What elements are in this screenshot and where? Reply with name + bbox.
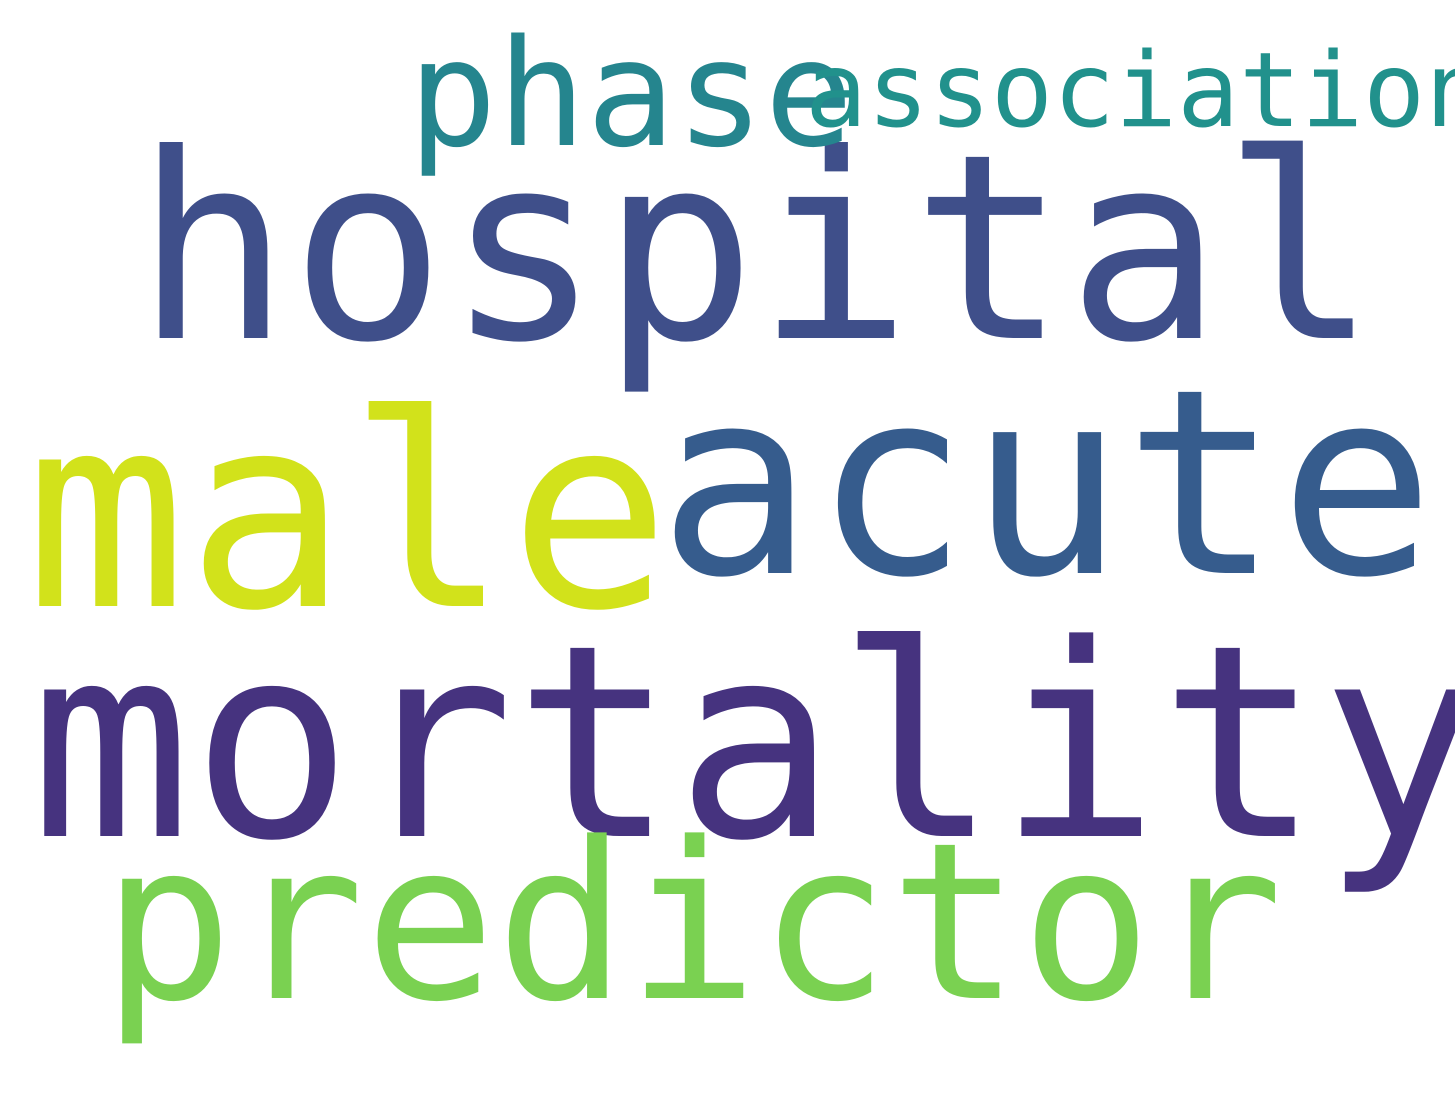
word-phase: phase (408, 8, 854, 180)
word-mortality: mortality (30, 588, 1455, 900)
word-male: male (25, 358, 671, 670)
word-association: association (805, 31, 1455, 151)
word-hospital: hospital (135, 99, 1378, 399)
word-predictor: predictor (102, 797, 1284, 1050)
word-acute: acute (658, 334, 1435, 634)
